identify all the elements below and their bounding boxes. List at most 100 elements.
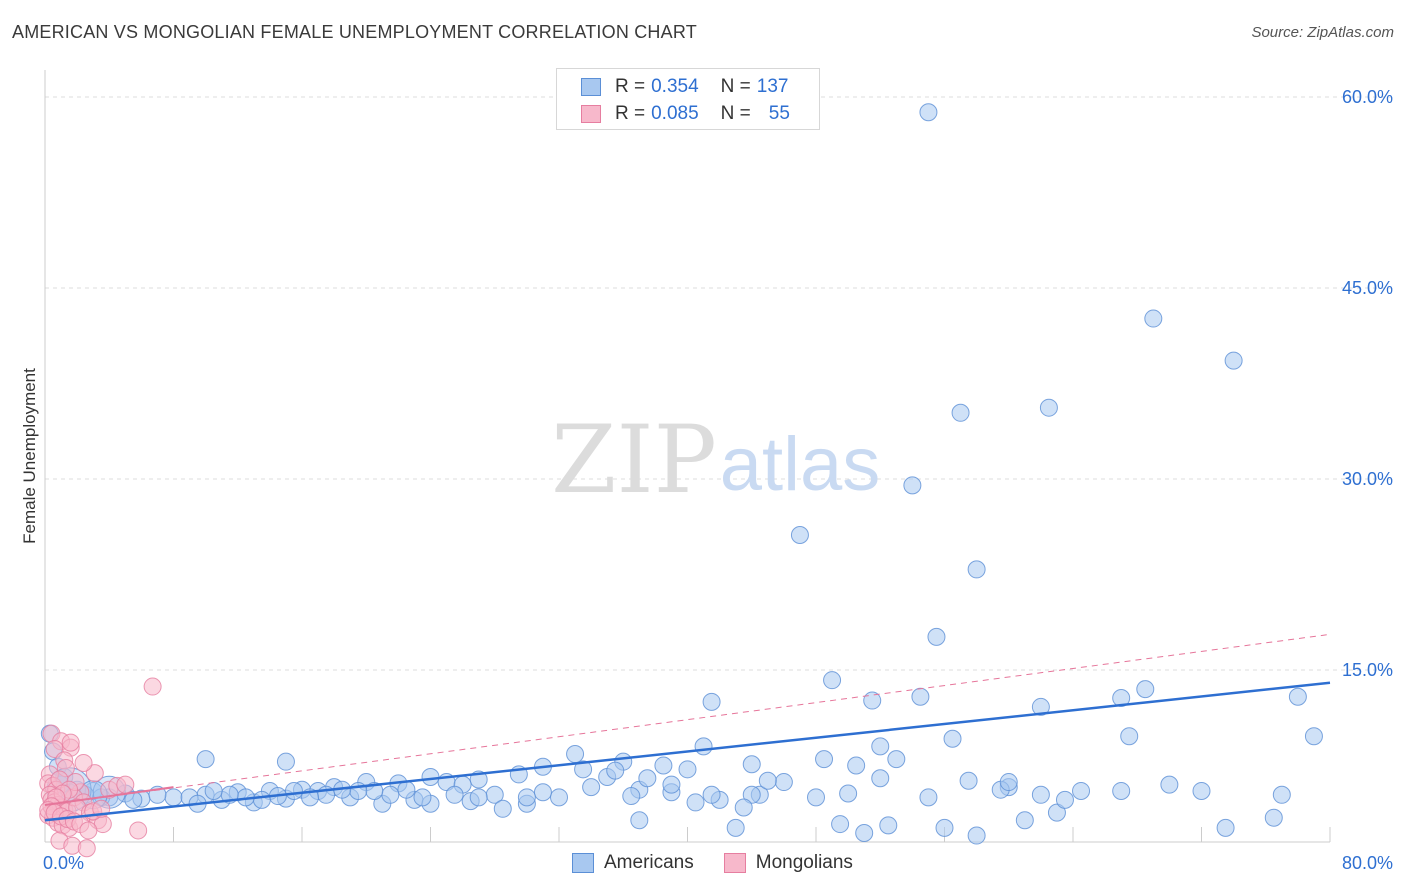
watermark: ZIP atlas [551,406,880,515]
americans-point [533,783,552,802]
americans-point [927,627,946,646]
r-value: 0.085 [651,103,699,124]
y-tick-label: 45.0% [1342,278,1393,298]
americans-point [1072,781,1091,800]
americans-point [381,785,400,804]
americans-point [815,750,834,769]
mongolians-point [74,753,93,772]
series-legend: Americans Mongolians [572,852,883,874]
americans-point [582,778,601,797]
y-axis-label: Female Unemployment [20,368,39,544]
americans-point [823,671,842,690]
americans-point [903,476,922,495]
mongolians-point [77,839,96,858]
americans-point [871,769,890,788]
mongolians-point [129,821,148,840]
americans-point [935,818,954,837]
americans-point [839,784,858,803]
legend-item-mongolians[interactable]: Mongolians [723,852,853,874]
americans-swatch [581,78,601,96]
americans-point [999,773,1018,792]
legend-row-americans: R = 0.354 N = 137 [581,75,788,99]
americans-point [493,799,512,818]
americans-point [276,752,295,771]
americans-point [911,687,930,706]
americans-point [831,815,850,834]
americans-point [1192,781,1211,800]
americans-point [951,403,970,422]
n-value: 55 [768,103,790,124]
americans-point [959,771,978,790]
americans-point [887,750,906,769]
americans-point [606,761,625,780]
americans-point [204,781,223,800]
mongolians-point [85,764,104,783]
americans-point [694,737,713,756]
americans-point [807,788,825,807]
americans-point [967,560,986,579]
americans-point [517,788,536,807]
tick-labels: 15.0% 30.0% 45.0% 60.0% 0.0% 80.0% [43,87,1393,873]
americans-point [574,760,593,779]
americans-point [421,767,440,786]
n-value: 137 [756,76,789,97]
r-value: 0.354 [651,76,699,97]
americans-point [1288,687,1307,706]
r-label: R = [615,103,646,124]
americans-point [1031,697,1050,716]
americans-point [124,790,143,809]
americans-swatch [572,853,594,873]
r-label: R = [615,76,646,97]
mongolians-point [116,775,135,794]
americans-point [855,823,874,842]
americans-point [413,788,432,807]
americans-point [662,775,681,794]
legend-label: Mongolians [755,852,853,873]
americans-point [252,790,271,809]
americans-trend-line [44,681,1331,822]
mongolians-swatch [581,105,601,123]
americans-point [566,745,585,764]
americans-point [847,756,866,775]
americans-point [1112,689,1131,708]
americans-point [678,760,697,779]
americans-point [1112,781,1131,800]
legend-item-americans[interactable]: Americans [572,852,694,874]
americans-point [1264,808,1283,827]
americans-point [790,526,809,545]
americans-point [622,787,641,806]
y-tick-label: 15.0% [1342,660,1393,680]
americans-point [1136,680,1155,699]
mongolians-swatch [723,853,746,873]
americans-point [164,788,183,807]
americans-point [1160,775,1179,794]
americans-point [863,691,882,710]
americans-point [196,750,215,769]
americans-point [1144,309,1163,328]
americans-point [1015,811,1034,830]
americans-point [742,755,761,774]
americans-point [550,788,568,807]
mongolians-points [39,677,162,858]
americans-point [1039,398,1058,417]
americans-point [1224,351,1243,370]
americans-point [871,737,890,756]
americans-point [638,769,657,788]
americans-point [943,729,962,748]
mongolians-trend-solid [44,786,174,806]
n-label: N = [720,76,751,97]
x-tick-label: 0.0% [43,853,84,873]
americans-point [1304,727,1323,746]
americans-point [742,785,761,804]
legend-row-mongolians: R = 0.085 N = 55 [581,102,790,126]
americans-point [1216,818,1235,837]
americans-point [469,788,488,807]
y-tick-label: 60.0% [1342,87,1393,107]
americans-point [879,816,898,835]
americans-point [284,781,303,800]
watermark-atlas: atlas [720,422,881,507]
americans-point [654,756,673,775]
legend-label: Americans [604,852,694,873]
americans-point [702,785,721,804]
